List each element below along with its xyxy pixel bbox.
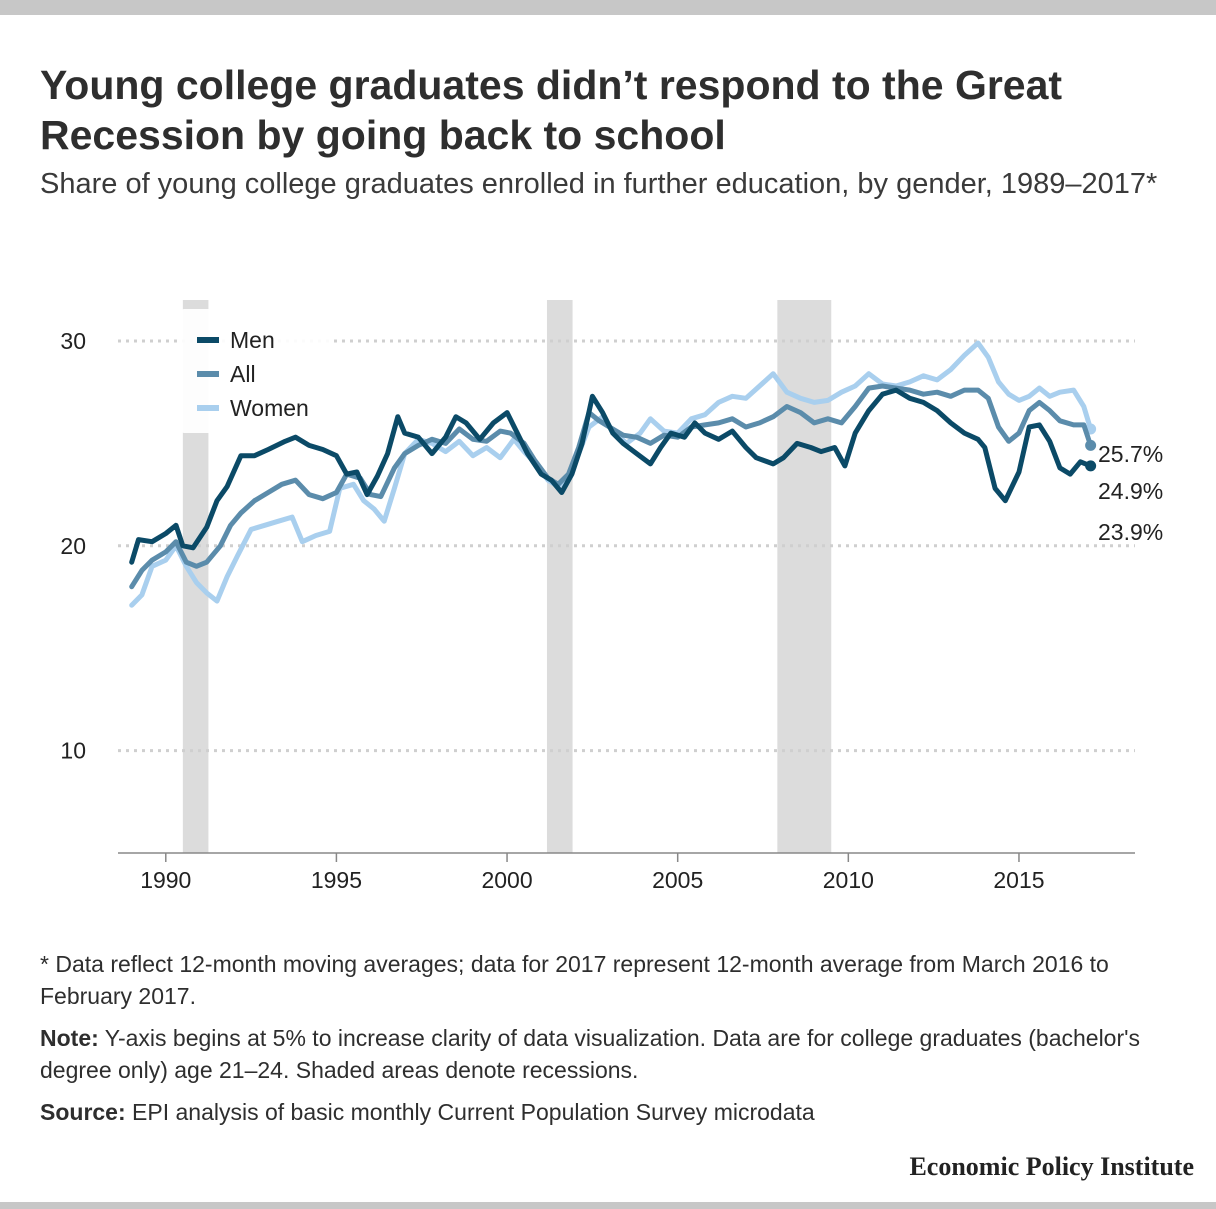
- source-label: Source:: [40, 1099, 126, 1125]
- x-tick-label-2000: 2000: [481, 867, 532, 893]
- x-tick-label-2005: 2005: [652, 867, 703, 893]
- legend-label-all: All: [230, 361, 256, 387]
- source-text: Source: EPI analysis of basic monthly Cu…: [40, 1096, 1180, 1128]
- note-text: Note: Y-axis begins at 5% to increase cl…: [40, 1022, 1180, 1086]
- top-border-bar: [0, 0, 1216, 15]
- x-tick-label-2015: 2015: [993, 867, 1044, 893]
- source-body: EPI analysis of basic monthly Current Po…: [125, 1099, 815, 1125]
- chart-notes: * Data reflect 12-month moving averages;…: [40, 948, 1180, 1138]
- end-value-labels: 25.7% 24.9% 23.9%: [1098, 441, 1163, 545]
- end-label-women: 25.7%: [1098, 441, 1163, 467]
- series-endpoint-men: [1085, 460, 1097, 472]
- series-line-women: [129, 340, 1094, 608]
- recession-band-3: [777, 300, 832, 853]
- y-tick-label-30: 30: [60, 328, 86, 354]
- series-line-men: [129, 387, 1094, 565]
- x-tick-label-1995: 1995: [311, 867, 362, 893]
- x-tick-label-1990: 1990: [140, 867, 191, 893]
- series-endpoint-all: [1085, 439, 1097, 451]
- series-line-all: [129, 383, 1094, 590]
- chart-title: Young college graduates didn’t respond t…: [40, 62, 1063, 158]
- legend-label-women: Women: [230, 395, 309, 421]
- line-chart: 10 20 30 1990 1995 2000 2005 2010 2015 25.7% 24.…: [60, 300, 1163, 893]
- note-body: Y-axis begins at 5% to increase clarity …: [40, 1025, 1141, 1083]
- chart-subtitle: Share of young college graduates enrolle…: [40, 168, 1158, 200]
- recession-band-2: [546, 300, 573, 853]
- x-tick-label-2010: 2010: [823, 867, 874, 893]
- end-label-men: 23.9%: [1098, 519, 1163, 545]
- end-label-all: 24.9%: [1098, 478, 1163, 504]
- legend: Men All Women: [181, 309, 333, 433]
- x-axis: 1990 1995 2000 2005 2010 2015: [118, 852, 1135, 893]
- bottom-border-bar: [0, 1202, 1216, 1209]
- note-label: Note:: [40, 1025, 99, 1051]
- epi-logo-text: Economic Policy Institute: [909, 1152, 1194, 1181]
- y-tick-label-20: 20: [60, 533, 86, 559]
- legend-label-men: Men: [230, 327, 275, 353]
- footnote: * Data reflect 12-month moving averages;…: [40, 951, 1109, 1009]
- y-tick-label-10: 10: [60, 738, 86, 764]
- series-lines: [129, 340, 1097, 608]
